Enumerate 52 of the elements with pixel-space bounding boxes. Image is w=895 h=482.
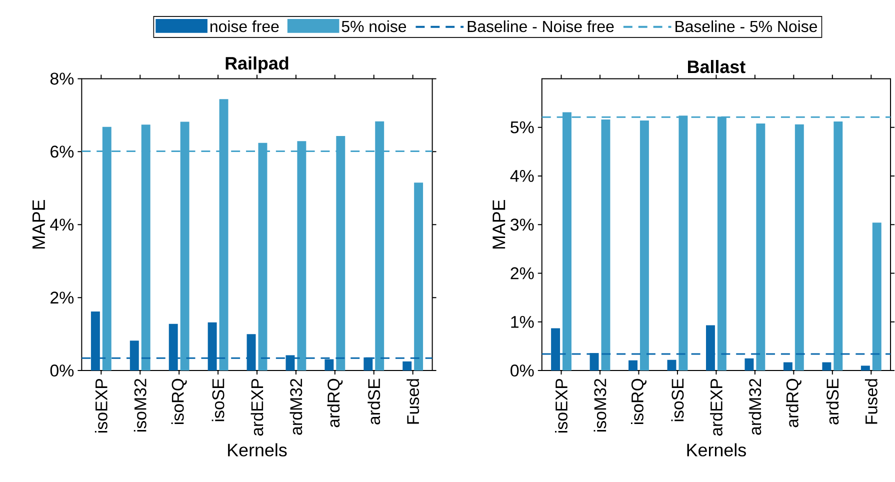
- x-tick-label: ardRQ: [786, 378, 802, 428]
- bar: [402, 361, 412, 370]
- y-tick-label: 3%: [510, 218, 534, 231]
- x-tick-label: ardSE: [826, 378, 839, 424]
- bar: [628, 360, 638, 370]
- y-tick-label: 4%: [50, 218, 74, 230]
- bar: [414, 182, 424, 370]
- y-axis-title: MAPE: [492, 200, 506, 249]
- x-tick-label: Fused: [864, 379, 878, 424]
- y-tick-label: 6%: [50, 146, 74, 158]
- bar: [872, 222, 882, 370]
- bar: [640, 120, 649, 370]
- x-tick-label: Fused: [406, 379, 420, 424]
- x-tick-label: ardM32: [290, 378, 302, 435]
- y-tick-label: 0%: [50, 364, 74, 376]
- y-tick-label: 8%: [50, 72, 74, 85]
- bar: [783, 362, 792, 370]
- x-tick-label: ardM32: [748, 378, 762, 435]
- y-tick-label: 1%: [511, 316, 534, 328]
- x-tick-label: isoEXP: [94, 378, 108, 432]
- bar: [756, 123, 766, 370]
- bar: [794, 124, 804, 370]
- y-tick-label: 2%: [510, 267, 534, 280]
- x-axis-title: Kernels: [687, 443, 746, 456]
- bar: [860, 366, 870, 370]
- x-axis-title: Kernels: [228, 443, 287, 456]
- x-tick-label: isoM32: [134, 378, 146, 432]
- legend-label: Baseline - 5% Noise: [676, 20, 817, 32]
- y-tick-label: 2%: [50, 292, 74, 304]
- legend-label: Baseline - Noise free: [468, 20, 614, 32]
- y-tick-label: 5%: [510, 121, 534, 134]
- x-tick-label: isoSE: [671, 378, 684, 422]
- chart-title: Railpad: [226, 56, 288, 74]
- x-tick-label: ardEXP: [250, 378, 264, 436]
- legend-label: 5% noise: [342, 20, 406, 32]
- x-tick-label: ardRQ: [327, 378, 343, 428]
- y-axis-title: MAPE: [32, 200, 45, 249]
- y-tick-label: 4%: [510, 170, 534, 182]
- x-tick-label: isoRQ: [171, 378, 187, 424]
- legend-label: noise free: [210, 20, 279, 32]
- bar: [834, 121, 843, 370]
- x-tick-label: isoRQ: [631, 378, 646, 424]
- x-tick-label: isoM32: [594, 378, 606, 432]
- chart-title: Ballast: [688, 60, 746, 74]
- x-tick-label: isoSE: [212, 378, 224, 422]
- x-tick-label: ardSE: [368, 378, 380, 424]
- bar: [822, 362, 832, 370]
- bar: [744, 358, 754, 370]
- x-tick-label: isoEXP: [555, 378, 568, 432]
- bar: [667, 360, 676, 370]
- y-tick-label: 0%: [510, 364, 534, 376]
- x-tick-label: ardEXP: [710, 378, 722, 436]
